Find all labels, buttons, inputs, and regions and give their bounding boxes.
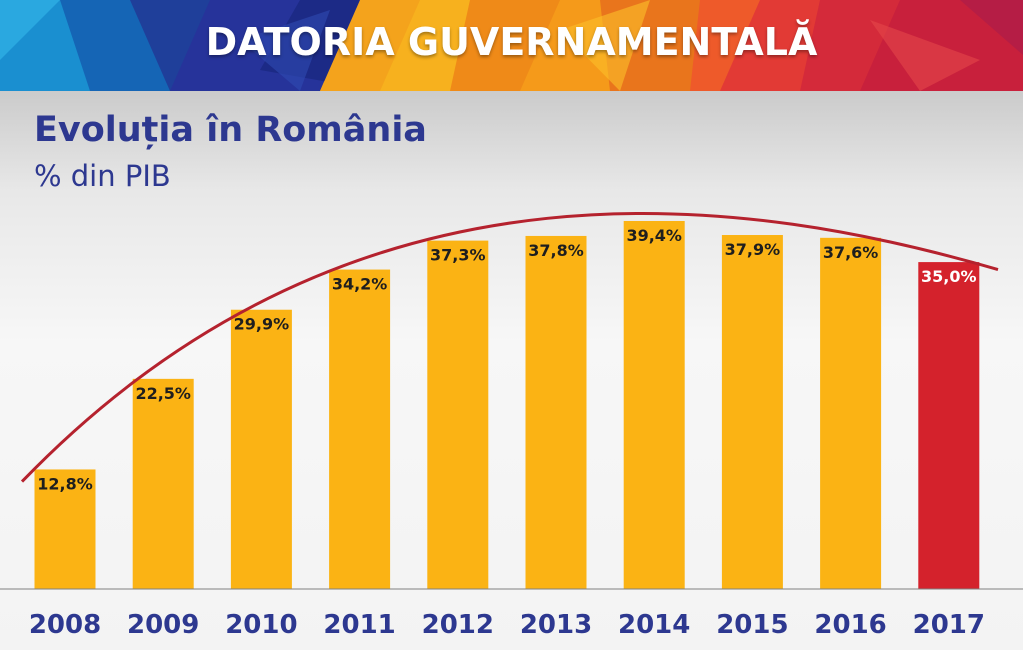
bars-group bbox=[34, 221, 980, 590]
x-tick-label-2017: 2017 bbox=[913, 610, 985, 640]
x-tick-label-2012: 2012 bbox=[422, 610, 494, 640]
bar-2012 bbox=[427, 240, 489, 590]
data-label-2016: 37,6% bbox=[823, 243, 879, 262]
data-label-2015: 37,9% bbox=[725, 240, 781, 259]
chart-title: Evoluția în România bbox=[34, 110, 427, 150]
data-label-2014: 39,4% bbox=[626, 226, 682, 245]
trend-curve bbox=[20, 211, 999, 483]
chart-subtitle: % din PIB bbox=[34, 159, 171, 193]
banner-title: DATORIA GUVERNAMENTALĂ bbox=[205, 20, 818, 64]
x-tick-label-2015: 2015 bbox=[716, 610, 788, 640]
bar-2015 bbox=[721, 235, 783, 590]
bar-2009 bbox=[132, 378, 194, 589]
bar-2017 bbox=[918, 262, 980, 589]
x-tick-label-2008: 2008 bbox=[29, 610, 101, 640]
x-tick-label-2016: 2016 bbox=[814, 610, 886, 640]
data-labels-group: 12,8% 22,5% 29,9% 34,2% 37,3% 37,8% 39,4% 37,9%… bbox=[37, 226, 976, 493]
bar-2010 bbox=[230, 309, 292, 589]
banner-background bbox=[0, 0, 1023, 91]
bar-2013 bbox=[525, 235, 587, 590]
data-label-2008: 12,8% bbox=[37, 474, 93, 493]
data-label-2013: 37,8% bbox=[528, 241, 584, 260]
x-tick-label-2013: 2013 bbox=[520, 610, 592, 640]
x-tick-label-2014: 2014 bbox=[618, 610, 690, 640]
bar-2016 bbox=[820, 237, 882, 589]
data-label-2009: 22,5% bbox=[135, 384, 191, 403]
bar-2011 bbox=[329, 269, 391, 589]
header-banner: DATORIA GUVERNAMENTALĂ bbox=[0, 0, 1023, 91]
data-label-2010: 29,9% bbox=[234, 315, 290, 334]
x-tick-labels-group: 2008 2009 2010 2011 2012 2013 2014 2015 2016 2017 bbox=[29, 610, 985, 640]
x-tick-label-2009: 2009 bbox=[127, 610, 199, 640]
data-label-2017: 35,0% bbox=[921, 267, 977, 286]
data-label-2012: 37,3% bbox=[430, 246, 486, 265]
x-tick-label-2010: 2010 bbox=[225, 610, 297, 640]
x-tick-label-2011: 2011 bbox=[323, 610, 395, 640]
data-label-2011: 34,2% bbox=[332, 275, 388, 294]
bar-2008 bbox=[34, 469, 96, 589]
bar-2014 bbox=[623, 221, 685, 589]
